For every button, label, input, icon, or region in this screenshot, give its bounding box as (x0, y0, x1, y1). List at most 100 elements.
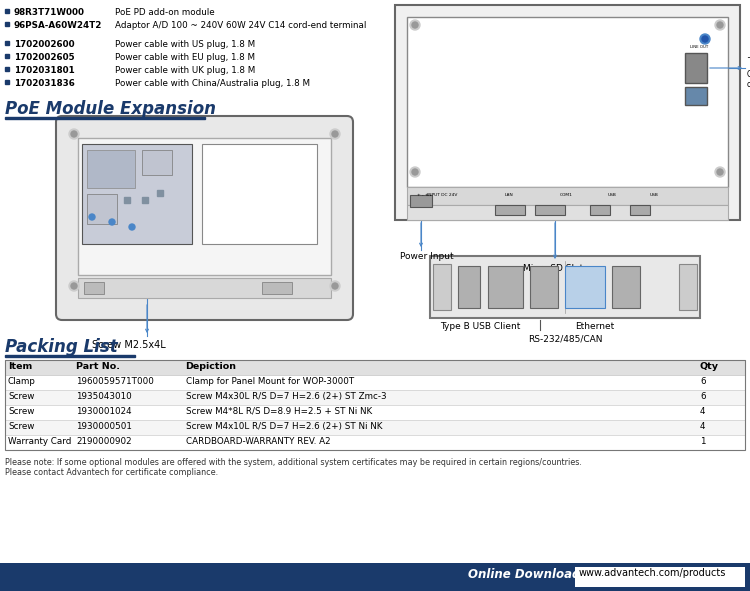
Bar (5, 54, 9, 58)
Text: 1930001024: 1930001024 (76, 407, 132, 416)
Text: 1: 1 (700, 437, 706, 446)
Circle shape (332, 283, 338, 289)
Bar (433, 264, 451, 310)
Text: 1960059571T000: 1960059571T000 (76, 377, 154, 386)
Bar (590, 205, 610, 215)
Bar (407, 205, 728, 220)
Bar (630, 205, 650, 215)
Bar (78, 278, 331, 298)
Text: Packing List: Packing List (5, 338, 118, 356)
Circle shape (410, 20, 420, 30)
Text: 1935043010: 1935043010 (76, 392, 132, 401)
Circle shape (700, 34, 710, 44)
Bar (407, 17, 728, 187)
Text: 1702002600: 1702002600 (14, 40, 74, 49)
Circle shape (332, 131, 338, 137)
Bar (5, 9, 9, 13)
Text: + - +: + - + (417, 193, 429, 197)
Text: Power cable with EU plug, 1.8 M: Power cable with EU plug, 1.8 M (115, 53, 255, 62)
Text: www.advantech.com/products: www.advantech.com/products (579, 568, 726, 578)
Circle shape (412, 22, 418, 28)
Text: Please note: If some optional modules are offered with the system, additional sy: Please note: If some optional modules ar… (5, 458, 582, 467)
Text: 98R3T71W000: 98R3T71W000 (14, 8, 85, 17)
Text: Clamp for Panel Mount for WOP-3000T: Clamp for Panel Mount for WOP-3000T (185, 377, 354, 386)
Text: Power cable with US plug, 1.8 M: Power cable with US plug, 1.8 M (115, 40, 255, 49)
Bar (5, 41, 9, 45)
Bar (87, 150, 135, 188)
Text: Screw M4x10L R/S D=7 H=2.6 (2+) ST Ni NK: Screw M4x10L R/S D=7 H=2.6 (2+) ST Ni NK (185, 422, 382, 431)
Text: Type A USB Host: Type A USB Host (747, 57, 750, 66)
Circle shape (71, 283, 77, 289)
Circle shape (330, 129, 340, 139)
Text: Online Download: Online Download (468, 568, 580, 581)
Bar (82, 144, 192, 244)
Text: USB: USB (650, 193, 658, 197)
Bar (5, 67, 9, 71)
Bar (5, 375, 745, 390)
Circle shape (109, 219, 115, 225)
Text: INPUT DC 24V: INPUT DC 24V (427, 193, 458, 197)
Bar (407, 187, 728, 205)
Text: 1930000501: 1930000501 (76, 422, 132, 431)
Text: Micro SD Slot: Micro SD Slot (523, 264, 584, 273)
Bar (410, 195, 432, 207)
Text: RS-232/485/CAN: RS-232/485/CAN (528, 335, 602, 344)
Bar (5, 360, 745, 450)
Bar (5, 355, 135, 357)
Text: Screw: Screw (8, 407, 34, 416)
Text: Power Input: Power Input (400, 252, 454, 261)
Bar (458, 266, 480, 308)
Text: Part No.: Part No. (76, 362, 120, 371)
Bar (685, 53, 707, 83)
Circle shape (69, 281, 79, 291)
Text: Type B USB Client: Type B USB Client (440, 322, 520, 331)
Circle shape (89, 214, 95, 220)
Circle shape (410, 167, 420, 177)
Text: LINE OUT: LINE OUT (690, 45, 708, 49)
Bar (530, 266, 558, 308)
Text: LAN: LAN (505, 193, 514, 197)
Text: CARDBOARD-WARRANTY REV. A2: CARDBOARD-WARRANTY REV. A2 (185, 437, 330, 446)
Text: USB: USB (608, 193, 616, 197)
Circle shape (412, 169, 418, 175)
Text: Screw M4*8L R/S D=8.9 H=2.5 + ST Ni NK: Screw M4*8L R/S D=8.9 H=2.5 + ST Ni NK (185, 407, 372, 416)
Text: 4: 4 (700, 407, 706, 416)
Text: Screw: Screw (8, 422, 34, 431)
Bar (5, 80, 9, 84)
Bar (5, 405, 745, 420)
Text: Qty: Qty (700, 362, 719, 371)
Text: Screw M4x30L R/S D=7 H=2.6 (2+) ST Zmc-3: Screw M4x30L R/S D=7 H=2.6 (2+) ST Zmc-3 (185, 392, 386, 401)
Bar (488, 266, 523, 308)
Bar (0, 563, 750, 591)
Bar (202, 144, 317, 244)
Bar (5, 390, 745, 405)
Bar (685, 87, 707, 105)
Bar (5, 435, 745, 450)
Circle shape (715, 167, 725, 177)
Bar (679, 264, 697, 310)
Bar (142, 197, 148, 203)
Text: Depiction: Depiction (185, 362, 236, 371)
Text: Power cable with UK plug, 1.8 M: Power cable with UK plug, 1.8 M (115, 66, 255, 75)
Bar (124, 197, 130, 203)
Text: Clamp: Clamp (8, 377, 36, 386)
Text: 2190000902: 2190000902 (76, 437, 132, 446)
Bar (5, 22, 9, 26)
Bar (5, 420, 745, 435)
Text: Power cable with China/Australia plug, 1.8 M: Power cable with China/Australia plug, 1… (115, 79, 310, 88)
Text: Screw M2.5x4L: Screw M2.5x4L (92, 340, 166, 350)
Circle shape (330, 281, 340, 291)
Text: COM1: COM1 (560, 193, 573, 197)
Text: 96PSA-A60W24T2: 96PSA-A60W24T2 (14, 21, 102, 30)
Text: Screw: Screw (8, 392, 34, 401)
Bar (78, 138, 331, 275)
Text: Item: Item (8, 362, 32, 371)
Bar (535, 205, 565, 215)
Text: Adaptor A/D 100 ~ 240V 60W 24V C14 cord-end terminal: Adaptor A/D 100 ~ 240V 60W 24V C14 cord-… (115, 21, 366, 30)
Circle shape (69, 129, 79, 139)
Text: Warranty Card: Warranty Card (8, 437, 71, 446)
Text: 1702031801: 1702031801 (14, 66, 75, 75)
Bar (84, 282, 104, 294)
Bar (87, 194, 117, 224)
Bar (5, 117, 205, 119)
